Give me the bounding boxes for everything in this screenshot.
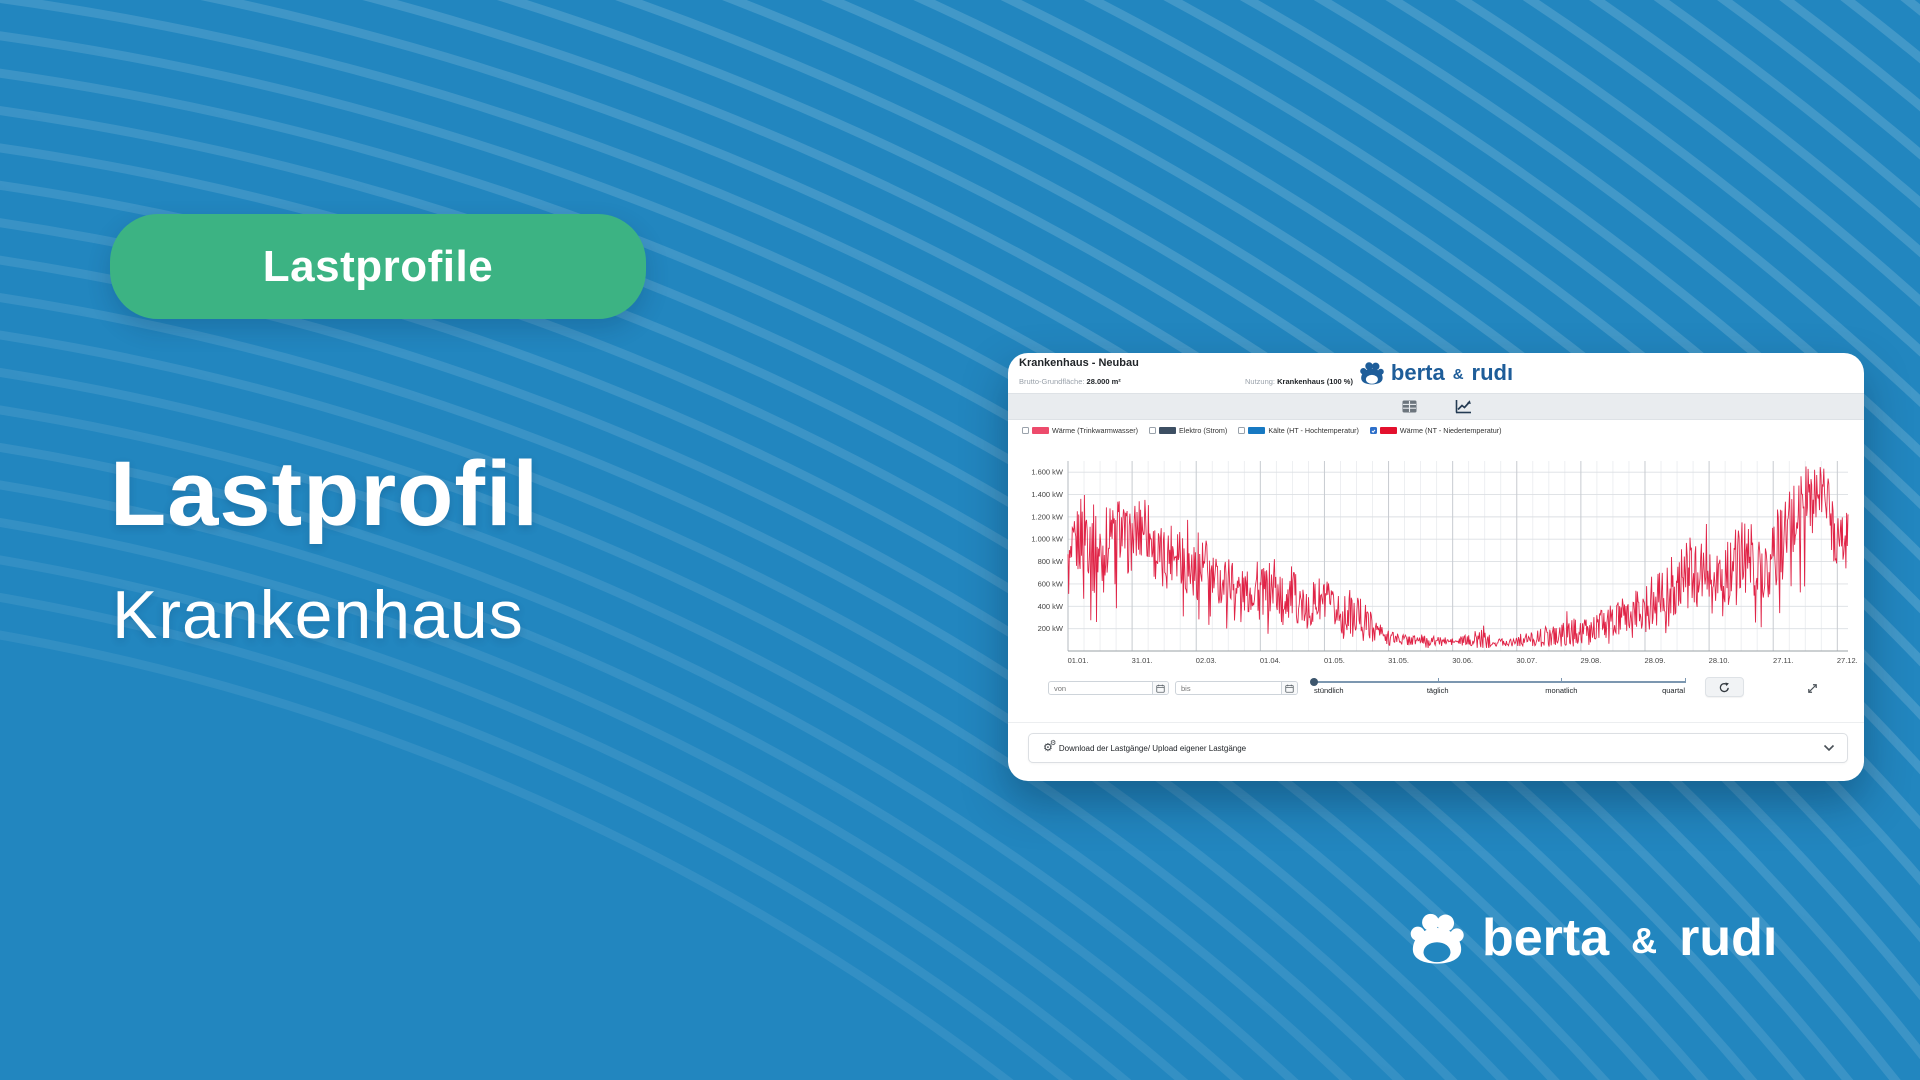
table-icon <box>1402 400 1416 413</box>
page-subtitle: Krankenhaus <box>112 577 524 653</box>
legend-item-0[interactable]: Wärme (Trinkwarmwasser) <box>1022 426 1138 435</box>
meta-grundflaeche: Brutto-Grundfläche: 28.000 m² <box>1019 377 1121 386</box>
calendar-icon <box>1156 684 1165 693</box>
date-to-input[interactable] <box>1176 683 1281 693</box>
paw-icon <box>1410 913 1464 964</box>
meta-nutzung-value: Krankenhaus (100 %) <box>1277 377 1353 386</box>
y-axis-tick-label: 1.000 kW <box>1031 535 1064 544</box>
x-axis-tick-label: 30.06. <box>1452 656 1473 665</box>
slider-option-quartal[interactable]: quartal <box>1662 686 1685 695</box>
slider-tick <box>1437 678 1439 683</box>
y-axis-tick-label: 400 kW <box>1038 602 1064 611</box>
x-axis-tick-label: 27.11. <box>1773 656 1793 665</box>
legend-swatch <box>1158 427 1176 434</box>
slider-option-tglich[interactable]: täglich <box>1426 686 1449 695</box>
x-axis-tick-label: 29.08. <box>1580 656 1601 665</box>
legend-label: Wärme (NT - Niedertemperatur) <box>1399 426 1502 435</box>
download-upload-accordion[interactable]: ⚙ ⚙ Download der Lastgänge/ Upload eigene… <box>1028 733 1848 763</box>
legend-swatch <box>1379 427 1397 434</box>
slider-option-monatlich[interactable]: monatlich <box>1545 686 1578 695</box>
reset-zoom-button[interactable] <box>1705 677 1744 697</box>
resolution-slider[interactable]: stündlich täglich monatlich quartal <box>1310 674 1686 700</box>
y-axis-tick-label: 1.600 kW <box>1031 468 1064 477</box>
section-divider <box>1008 722 1864 723</box>
load-profile-series <box>1067 466 1849 649</box>
legend-item-1[interactable]: Elektro (Strom) <box>1148 426 1228 435</box>
table-view-button[interactable] <box>1399 398 1419 416</box>
checkbox-checked[interactable] <box>1369 427 1377 434</box>
app-card: Krankenhaus - Neubau Brutto-Grundfläche:… <box>1008 353 1864 781</box>
legend-item-3[interactable]: Wärme (NT - Niedertemperatur) <box>1369 426 1502 435</box>
slider-option-stndlich[interactable]: stündlich <box>1314 686 1344 695</box>
logo-word1: berta <box>1482 909 1610 967</box>
y-axis-tick-label: 200 kW <box>1038 624 1064 633</box>
x-axis-tick-label: 27.12. <box>1837 656 1858 665</box>
slider-handle[interactable] <box>1310 677 1318 686</box>
x-axis-tick-label: 30.07. <box>1516 656 1537 665</box>
checkbox-unchecked[interactable] <box>1148 427 1156 434</box>
slider-track[interactable] <box>1314 681 1686 683</box>
gears-icon: ⚙ ⚙ <box>1043 739 1057 754</box>
line-chart-icon <box>1455 400 1471 414</box>
x-axis-tick-label: 02.03. <box>1196 656 1217 665</box>
x-axis-tick-label: 31.05. <box>1388 656 1409 665</box>
legend-label: Wärme (Trinkwarmwasser) <box>1052 426 1138 435</box>
y-axis-tick-label: 800 kW <box>1038 557 1064 566</box>
legend-item-2[interactable]: Kälte (HT - Hochtemperatur) <box>1238 426 1359 435</box>
x-axis-tick-label: 28.10. <box>1709 656 1730 665</box>
lastprofile-badge: Lastprofile <box>110 214 646 319</box>
date-from-calendar-button[interactable] <box>1152 682 1168 694</box>
checkbox-unchecked[interactable] <box>1238 427 1246 434</box>
logo-word1: berta <box>1390 360 1445 385</box>
paw-icon <box>1360 362 1384 385</box>
fullscreen-button[interactable] <box>1803 680 1821 696</box>
y-axis-tick-label: 1.400 kW <box>1031 490 1064 499</box>
checkbox-unchecked[interactable] <box>1022 427 1029 434</box>
x-axis-tick-label: 01.05. <box>1324 656 1345 665</box>
view-toolbar <box>1008 393 1864 420</box>
reset-icon <box>1719 681 1729 692</box>
footer-logo: berta & rudı <box>1408 908 1777 968</box>
legend-swatch <box>1248 427 1266 434</box>
y-axis-tick-label: 600 kW <box>1038 579 1064 588</box>
x-axis-tick-label: 01.01. <box>1068 656 1089 665</box>
chart-view-button[interactable] <box>1453 398 1473 416</box>
expand-icon <box>1807 683 1817 693</box>
date-from-field <box>1048 681 1169 695</box>
legend-swatch <box>1032 427 1049 434</box>
date-to-field <box>1175 681 1298 695</box>
date-from-input[interactable] <box>1049 683 1152 693</box>
accordion-label: Download der Lastgänge/ Upload eigener L… <box>1058 743 1247 753</box>
building-title: Krankenhaus - Neubau <box>1019 357 1139 369</box>
meta-nutzung: Nutzung: Krankenhaus (100 %) <box>1245 377 1353 386</box>
meta-grundflaeche-label: Brutto-Grundfläche: <box>1019 377 1087 386</box>
chevron-down-icon <box>1823 744 1835 752</box>
logo-amp: & <box>1452 365 1464 383</box>
meta-nutzung-label: Nutzung: <box>1245 377 1278 386</box>
logo-amp: & <box>1631 920 1658 961</box>
x-axis-tick-label: 31.01. <box>1132 656 1153 665</box>
legend-label: Kälte (HT - Hochtemperatur) <box>1268 426 1359 435</box>
header-logo: berta & rudı <box>1359 360 1513 386</box>
x-axis-tick-label: 01.04. <box>1260 656 1281 665</box>
y-axis-tick-label: 1.200 kW <box>1031 512 1064 521</box>
date-to-calendar-button[interactable] <box>1281 682 1297 694</box>
logo-word2: rudı <box>1471 360 1514 385</box>
logo-word2: rudı <box>1679 909 1778 967</box>
page-title: Lastprofil <box>110 443 540 545</box>
meta-grundflaeche-value: 28.000 m² <box>1086 377 1121 386</box>
calendar-icon <box>1285 684 1294 693</box>
chart-legend: Wärme (Trinkwarmwasser) Elektro (Strom) Kä… <box>1022 426 1502 435</box>
legend-label: Elektro (Strom) <box>1178 426 1228 435</box>
slider-tick <box>1561 678 1563 683</box>
badge-label: Lastprofile <box>262 241 494 291</box>
x-axis-tick-label: 28.09. <box>1645 656 1666 665</box>
load-profile-chart: 200 kW 400 kW 600 kW 800 kW 1.000 kW 1.200 kW… <box>1008 450 1864 670</box>
slider-tick <box>1685 678 1686 683</box>
